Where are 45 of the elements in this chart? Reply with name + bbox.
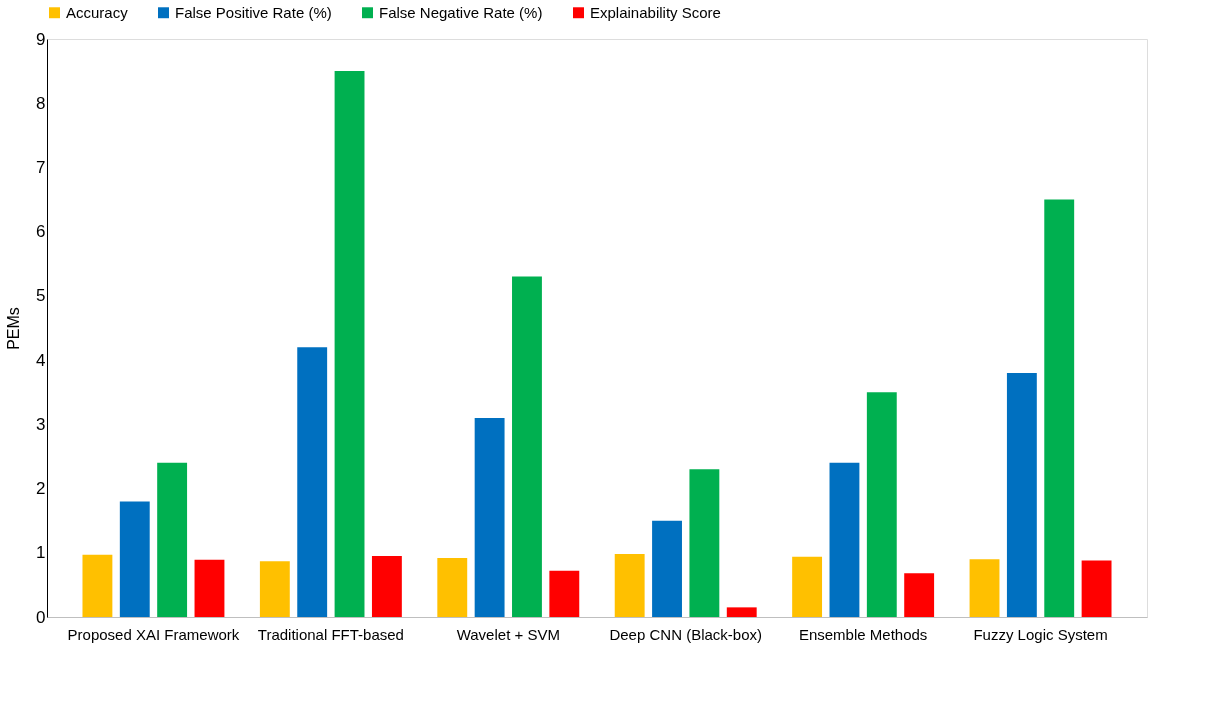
x-tick-label: Proposed XAI Framework [67, 625, 240, 643]
bar [866, 392, 897, 617]
bar [1081, 560, 1112, 617]
bar [1044, 199, 1075, 617]
bar [474, 417, 505, 617]
legend-label: False Negative Rate (%) [379, 3, 543, 21]
bar [726, 607, 757, 617]
legend-label: Accuracy [66, 3, 129, 21]
y-tick-label: 1 [36, 543, 46, 563]
x-tick-label: Fuzzy Logic System [973, 625, 1108, 643]
bar [1006, 372, 1037, 617]
legend-label: Explainability Score [590, 3, 721, 21]
bar [792, 556, 823, 617]
x-tick-label: Traditional FFT-based [257, 625, 404, 643]
bar [829, 462, 860, 617]
bar [437, 557, 468, 617]
bar [259, 561, 290, 617]
bar [334, 71, 365, 617]
y-tick-label: 6 [36, 222, 46, 242]
y-tick-label: 7 [36, 157, 46, 177]
bar [689, 469, 720, 617]
bar [614, 554, 645, 617]
y-tick-label: 8 [36, 93, 46, 113]
bar [371, 555, 402, 617]
x-tick-label: Deep CNN (Black-box) [609, 625, 762, 643]
bar [82, 554, 113, 617]
x-tick-label: Ensemble Methods [798, 625, 928, 643]
bar [549, 570, 580, 617]
y-tick-label: 2 [36, 479, 46, 499]
bar [194, 559, 225, 617]
bar [904, 573, 935, 617]
y-tick-label: 9 [36, 29, 46, 49]
bar [119, 501, 150, 617]
x-tick-label: Wavelet + SVM [456, 625, 560, 643]
y-tick-label: 4 [36, 350, 46, 370]
y-tick-label: 3 [36, 414, 46, 434]
bar [297, 347, 328, 617]
y-tick-label: 5 [36, 286, 46, 306]
bar [969, 559, 1000, 617]
bar [157, 462, 188, 617]
legend-label: False Positive Rate (%) [175, 3, 332, 21]
y-axis-title: PEMs [5, 307, 23, 350]
bar [512, 276, 542, 617]
bar [652, 520, 682, 617]
y-tick-label: 0 [36, 607, 46, 627]
